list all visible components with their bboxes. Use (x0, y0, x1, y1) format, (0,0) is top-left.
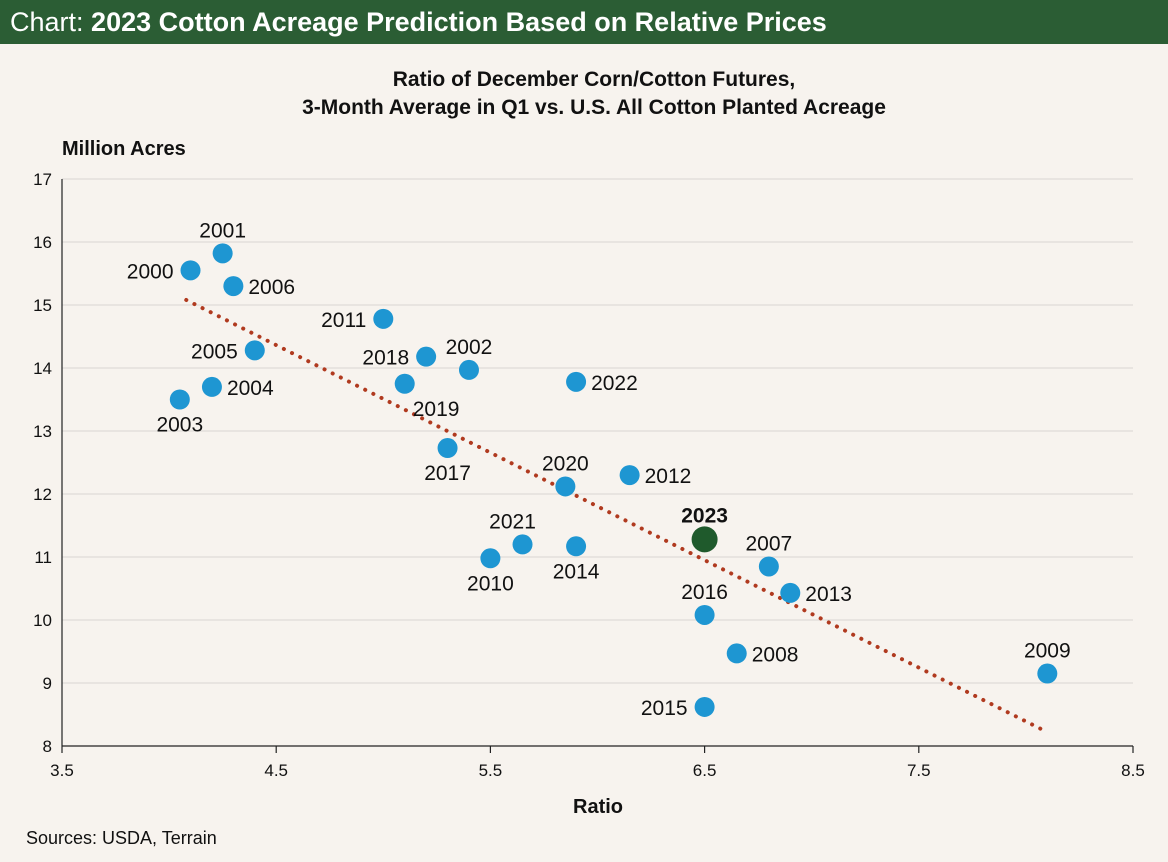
y-tick-label: 9 (43, 674, 52, 693)
data-point (458, 359, 479, 380)
x-tick-label: 6.5 (693, 761, 717, 780)
point-label: 2020 (542, 452, 589, 475)
point-label: 2004 (227, 377, 274, 400)
data-point (566, 536, 587, 557)
point-label: 2003 (156, 414, 203, 437)
data-point (555, 476, 576, 497)
y-tick-label: 14 (33, 359, 52, 378)
trend-line (184, 297, 1050, 735)
data-point (437, 438, 458, 459)
y-axis-label: Million Acres (62, 138, 186, 160)
point-label: 2012 (645, 465, 692, 488)
point-label: 2008 (752, 643, 799, 666)
y-tick-label: 17 (33, 170, 52, 189)
point-label: 2009 (1024, 640, 1071, 663)
x-axis-label: Ratio (573, 796, 623, 818)
point-label: 2019 (413, 398, 460, 421)
data-point (394, 373, 415, 394)
x-tick-label: 7.5 (907, 761, 931, 780)
y-tick-label: 11 (34, 548, 52, 567)
chart-subtitle: Ratio of December Corn/Cotton Futures, 3… (0, 66, 1168, 122)
x-tick-label: 8.5 (1121, 761, 1145, 780)
data-point (726, 643, 747, 664)
point-label: 2018 (362, 347, 409, 370)
data-point (180, 260, 201, 281)
data-point (619, 465, 640, 486)
y-tick-label: 13 (33, 422, 52, 441)
data-point (244, 340, 265, 361)
data-point (223, 276, 244, 297)
point-label: 2001 (199, 219, 246, 242)
data-point (694, 604, 715, 625)
data-point (480, 548, 501, 569)
x-tick-label: 3.5 (50, 761, 74, 780)
x-tick-label: 5.5 (479, 761, 503, 780)
point-label: 2006 (248, 276, 295, 299)
point-label: 2005 (191, 340, 238, 363)
point-label: 2002 (446, 336, 493, 359)
point-label: 2000 (127, 260, 174, 283)
y-tick-label: 10 (33, 611, 52, 630)
data-point (201, 376, 222, 397)
point-label: 2007 (746, 532, 793, 555)
point-label: 2022 (591, 372, 638, 395)
point-label: 2016 (681, 581, 728, 604)
x-tick-label: 4.5 (264, 761, 288, 780)
y-tick-label: 15 (33, 296, 52, 315)
data-point (780, 582, 801, 603)
data-point (512, 534, 533, 555)
header-prefix: Chart: (10, 7, 84, 37)
data-point (1037, 663, 1058, 684)
point-label: 2010 (467, 572, 514, 595)
point-label: 2015 (641, 697, 688, 720)
data-point (694, 696, 715, 717)
point-label: 2014 (553, 560, 600, 583)
highlight-point (691, 526, 718, 553)
point-label: 2013 (805, 583, 852, 606)
header-title: 2023 Cotton Acreage Prediction Based on … (91, 7, 827, 37)
point-label: 2011 (321, 309, 366, 332)
data-point (212, 243, 233, 264)
data-point (758, 556, 779, 577)
point-label: 2021 (489, 510, 536, 533)
data-point (566, 371, 587, 392)
point-label: 2017 (424, 462, 471, 485)
chart-title-line1: Ratio of December Corn/Cotton Futures, (392, 68, 796, 91)
y-tick-label: 16 (33, 233, 52, 252)
chart-header: Chart: 2023 Cotton Acreage Prediction Ba… (0, 0, 1168, 44)
data-point (373, 308, 394, 329)
data-point (416, 346, 437, 367)
y-tick-label: 8 (43, 737, 52, 756)
source-note: Sources: USDA, Terrain (26, 828, 217, 848)
y-tick-label: 12 (33, 485, 52, 504)
point-label: 2023 (681, 504, 728, 527)
chart-title-line2: 3-Month Average in Q1 vs. U.S. All Cotto… (302, 96, 886, 119)
data-point (169, 389, 190, 410)
